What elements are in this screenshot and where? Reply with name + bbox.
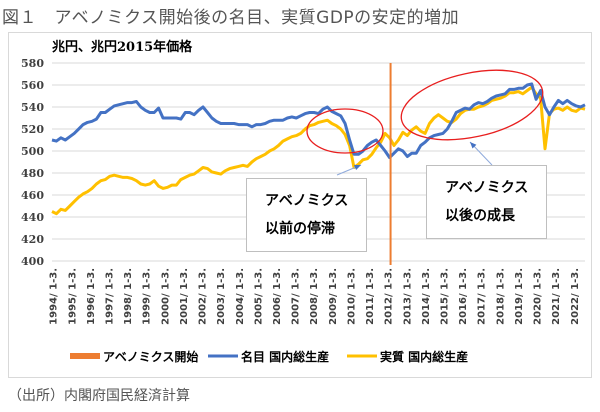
legend-item-abenomics-start-label: アベノミクス開始 xyxy=(103,349,198,364)
y-tick-label: 460 xyxy=(21,189,44,202)
legend-item-nominal-gdp-label: 名目 国内総生産 xyxy=(241,349,329,364)
y-tick-label: 520 xyxy=(21,123,44,136)
x-tick-label: 2007/ 1-3. xyxy=(291,268,302,325)
x-tick-label: 2013/ 1-3. xyxy=(402,268,413,325)
x-tick-label: 2004/ 1-3. xyxy=(235,268,246,325)
y-tick-label: 420 xyxy=(21,233,44,246)
x-tick-label: 2006/ 1-3. xyxy=(272,268,283,325)
x-tick-label: 2018/ 1-3. xyxy=(495,268,506,325)
annotation-before-line1: アベノミクス xyxy=(265,193,349,209)
x-tick-label: 2010/ 1-3. xyxy=(346,268,357,325)
x-tick-label: 2014/ 1-3. xyxy=(421,268,432,325)
x-tick-label: 1995/ 1-3. xyxy=(67,268,78,325)
x-tick-label: 2009/ 1-3. xyxy=(328,268,339,325)
y-axis-unit-label: 兆円、兆円2015年価格 xyxy=(52,40,193,55)
x-tick-label: 2022/ 1-3. xyxy=(570,268,581,325)
x-tick-label: 2003/ 1-3. xyxy=(216,268,227,325)
x-tick-label: 2005/ 1-3. xyxy=(253,268,264,325)
x-tick-label: 2001/ 1-3. xyxy=(179,268,190,325)
real-gdp-line xyxy=(51,85,586,216)
y-tick-label: 400 xyxy=(21,255,44,268)
highlight-ellipse-before xyxy=(306,108,384,154)
x-tick-label: 1999/ 1-3. xyxy=(142,268,153,325)
x-tick-label: 1994/ 1-3. xyxy=(49,268,60,325)
annotation-after-line1: アベノミクス xyxy=(445,180,529,196)
x-tick-label: 2008/ 1-3. xyxy=(309,268,320,325)
y-tick-label: 540 xyxy=(21,101,44,114)
x-tick-label: 2017/ 1-3. xyxy=(477,268,488,325)
x-tick-label: 1996/ 1-3. xyxy=(86,268,97,325)
x-tick-label: 2019/ 1-3. xyxy=(514,268,525,325)
x-tick-label: 2020/ 1-3. xyxy=(533,268,544,325)
x-tick-label: 2011/ 1-3. xyxy=(365,268,376,325)
y-tick-label: 500 xyxy=(21,145,44,158)
arrow-before-head xyxy=(354,164,361,170)
arrow-after-head xyxy=(470,142,477,149)
y-tick-label: 480 xyxy=(21,167,44,180)
source-note: （出所）内閣府国民経済計算 xyxy=(8,388,190,404)
chart-frame xyxy=(8,32,592,378)
x-tick-label: 1998/ 1-3. xyxy=(123,268,134,325)
annotation-before-abenomics: アベノミクス 以前の停滞 xyxy=(246,178,368,252)
figure-title: 図１ アベノミクス開始後の名目、実質GDPの安定的増加 xyxy=(2,8,460,28)
x-tick-label: 2000/ 1-3. xyxy=(160,268,171,325)
annotation-before-line2: 以前の停滞 xyxy=(265,221,335,237)
x-tick-label: 1997/ 1-3. xyxy=(105,268,116,325)
legend-item-real-gdp-label: 実質 国内総生産 xyxy=(380,349,468,364)
y-tick-label: 440 xyxy=(21,211,44,224)
highlight-ellipse-after xyxy=(400,69,544,141)
x-tick-label: 2016/ 1-3. xyxy=(458,268,469,325)
x-tick-label: 2015/ 1-3. xyxy=(439,268,450,325)
x-tick-label: 2012/ 1-3. xyxy=(384,268,395,325)
nominal-gdp-line xyxy=(51,82,586,160)
x-tick-label: 2021/ 1-3. xyxy=(551,268,562,325)
x-tick-label: 2002/ 1-3. xyxy=(198,268,209,325)
y-tick-label: 560 xyxy=(21,79,44,92)
annotation-after-line2: 以後の成長 xyxy=(445,208,515,224)
y-tick-label: 580 xyxy=(21,57,44,70)
annotation-after-abenomics: アベノミクス 以後の成長 xyxy=(426,165,548,239)
